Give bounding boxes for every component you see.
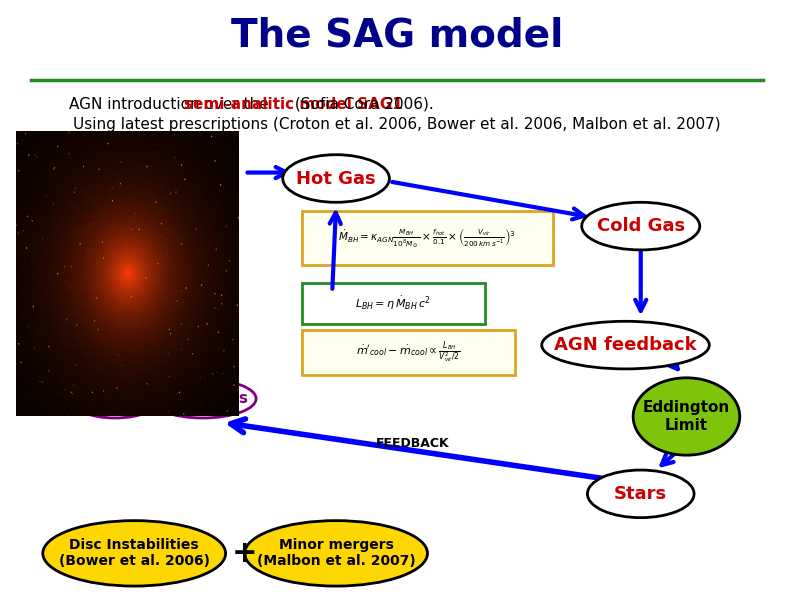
Ellipse shape	[100, 324, 199, 366]
Text: $\dot{m}'_{cool} - \dot{m}_{cool} \propto \frac{L_{BH}}{V_{vir}^2/2}$: $\dot{m}'_{cool} - \dot{m}_{cool} \propt…	[356, 340, 461, 365]
Text: Eddington
Limit: Eddington Limit	[643, 400, 730, 433]
Text: +: +	[232, 539, 257, 568]
Ellipse shape	[69, 380, 161, 418]
FancyBboxPatch shape	[302, 211, 553, 265]
FancyBboxPatch shape	[302, 283, 484, 324]
Text: The SAG model: The SAG model	[231, 17, 563, 55]
Text: $L_{BH} = \eta\,\dot{M}_{BH}\,c^2$: $L_{BH} = \eta\,\dot{M}_{BH}\,c^2$	[355, 295, 431, 312]
Text: Disc Instabilities
(Bower et al. 2006): Disc Instabilities (Bower et al. 2006)	[59, 538, 210, 568]
Ellipse shape	[633, 378, 740, 455]
Text: AGN feedback: AGN feedback	[554, 336, 697, 354]
Ellipse shape	[43, 521, 225, 586]
Text: Using latest prescriptions (Croton et al. 2006, Bower et al. 2006, Malbon et al.: Using latest prescriptions (Croton et al…	[73, 117, 721, 133]
Text: semi-analitic model SAG1: semi-analitic model SAG1	[184, 96, 403, 112]
Text: (Sofia Cora 2006).: (Sofia Cora 2006).	[291, 96, 434, 112]
Text: $\dot{M}_{BH} = \kappa_{AGN} \frac{M_{BH}}{10^8 M_\odot} \times \frac{f_{hot}}{0: $\dot{M}_{BH} = \kappa_{AGN} \frac{M_{BH…	[338, 226, 516, 250]
FancyBboxPatch shape	[302, 330, 515, 375]
Text: SNs Ia: SNs Ia	[88, 391, 142, 406]
Text: Stars: Stars	[615, 485, 667, 503]
Text: SNs CC: SNs CC	[119, 337, 179, 353]
Text: Cold Gas: Cold Gas	[596, 217, 684, 235]
Ellipse shape	[582, 202, 700, 250]
Text: AGN introduction over the: AGN introduction over the	[69, 96, 274, 112]
Text: Low- mass: Low- mass	[158, 391, 248, 406]
Text: FEEDBACK: FEEDBACK	[376, 437, 449, 450]
Ellipse shape	[283, 155, 389, 202]
Ellipse shape	[245, 521, 427, 586]
Ellipse shape	[542, 321, 709, 369]
Text: Minor mergers
(Malbon et al. 2007): Minor mergers (Malbon et al. 2007)	[256, 538, 415, 568]
Ellipse shape	[149, 380, 256, 418]
Text: Hot Gas: Hot Gas	[296, 170, 376, 187]
Ellipse shape	[588, 470, 694, 518]
